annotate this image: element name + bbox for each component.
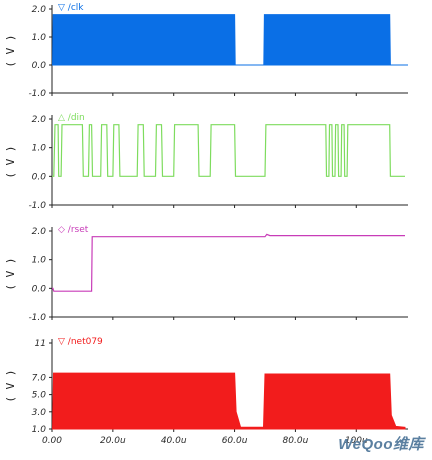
y-axis-label: ( V ) [4, 145, 17, 178]
series-marker: ▽ [58, 337, 68, 347]
x-tick-label: 80.0u [283, 436, 309, 446]
x-tick-label: 100u [345, 436, 368, 446]
y-tick-label: -1.0 [28, 201, 46, 211]
watermark-logo: WeQoo维库 [338, 436, 424, 453]
series-marker: ◇ [58, 225, 68, 235]
y-tick-label: 2.0 [32, 5, 47, 15]
y-tick-label: 0.0 [32, 172, 47, 182]
y-tick-label: -1.0 [28, 313, 46, 323]
series-name: /clk [68, 3, 84, 13]
series-name: /din [68, 113, 85, 123]
y-tick-label: 3.0 [32, 408, 47, 418]
series-line [52, 124, 405, 177]
series-label: ◇ /rset [58, 225, 89, 235]
x-tick-label: 0.00 [42, 436, 62, 446]
panel-rset: 2.0 1.0 0.0 -1.0 ( V ) ◇ /rset [4, 225, 408, 323]
y-tick-label: 0.0 [32, 284, 47, 294]
series-area [52, 14, 408, 66]
series-name: /rset [68, 225, 89, 235]
series-label: ▽ /net079 [58, 337, 103, 347]
y-axis-label: ( V ) [4, 34, 17, 67]
y-tick-label: 7.0 [32, 373, 47, 383]
y-tick-label: 5.0 [32, 391, 47, 401]
series-label: △ /din [58, 113, 85, 123]
y-tick-label: -1.0 [28, 89, 46, 99]
series-marker: ▽ [58, 3, 68, 13]
panel-net079: 11 7.0 5.0 3.0 1.0 ( V ) ▽ /net079 [4, 337, 408, 435]
series-area [52, 372, 406, 430]
y-tick-label: 1.0 [32, 256, 47, 266]
series-marker: △ [58, 113, 68, 123]
panel-din: 2.0 1.0 0.0 -1.0 ( V ) △ /din [4, 113, 408, 211]
y-axis-label: ( V ) [4, 257, 17, 290]
y-tick-label: 1.0 [32, 33, 47, 43]
series-label: ▽ /clk [58, 3, 84, 13]
y-tick-label: 11 [35, 339, 46, 349]
y-tick-label: 2.0 [32, 227, 47, 237]
y-axis-label: ( V ) [4, 369, 17, 402]
x-tick-label: 20.0u [100, 436, 126, 446]
panel-clk: 2.0 1.0 0.0 -1.0 ( V ) ▽ /clk [4, 3, 408, 99]
x-tick-label: 60.0u [222, 436, 248, 446]
series-name: /net079 [68, 337, 103, 347]
y-tick-label: 1.0 [32, 144, 47, 154]
y-tick-label: 2.0 [32, 115, 47, 125]
series-line [52, 233, 405, 292]
y-tick-label: 1.0 [32, 425, 47, 435]
x-tick-label: 40.0u [161, 436, 187, 446]
y-tick-label: 0.0 [32, 61, 47, 71]
